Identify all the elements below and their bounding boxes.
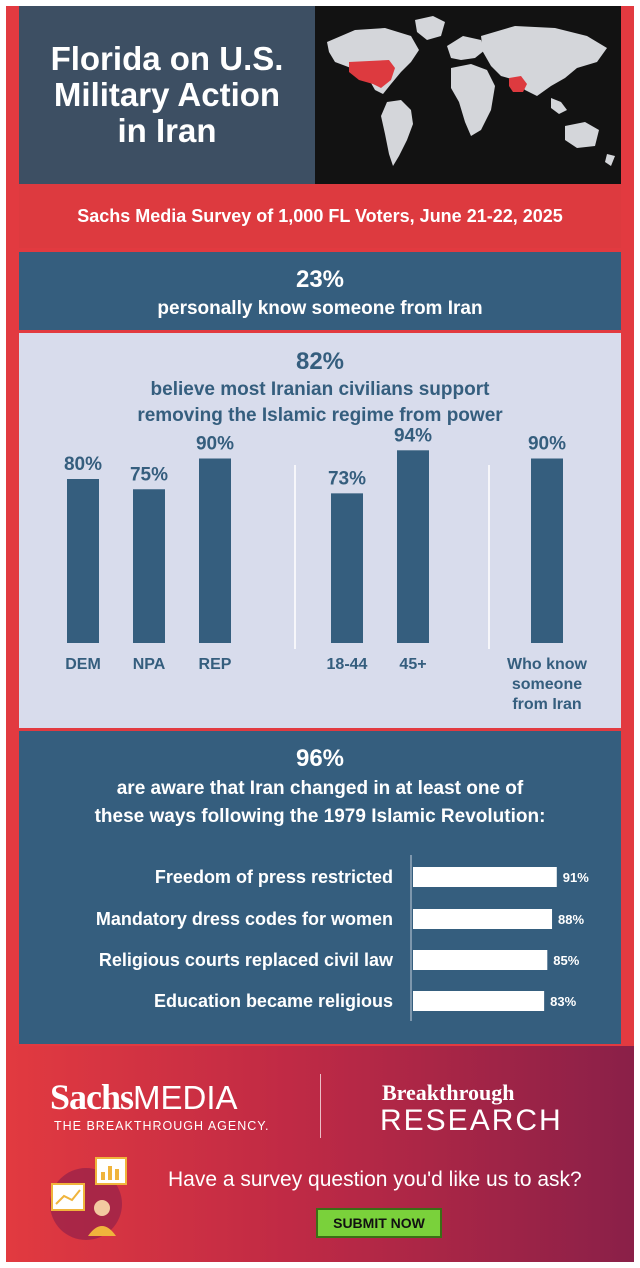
column-value-label: 80% xyxy=(64,454,102,475)
submit-now-button[interactable]: SUBMIT NOW xyxy=(316,1208,442,1238)
stat2-value: 82% xyxy=(295,348,345,375)
content-area: Florida on U.S. Military Action in Iran xyxy=(19,6,621,1046)
column-category-label: 45+ xyxy=(399,656,426,673)
column-value-label: 73% xyxy=(328,468,366,489)
column-bar xyxy=(199,458,231,643)
h-bar-category-label: Education became religious xyxy=(154,991,393,1011)
h-bar-category-label: Mandatory dress codes for women xyxy=(96,909,393,929)
partner-line1: Breakthrough xyxy=(382,1080,515,1105)
stat3-value: 96% xyxy=(295,745,345,772)
column-bar xyxy=(397,450,429,643)
column-bar xyxy=(133,489,165,643)
h-bar-value-label: 88% xyxy=(558,912,584,927)
h-bar-value-label: 83% xyxy=(550,994,576,1009)
column-category-label: DEM xyxy=(65,656,101,673)
column-category-label: someone xyxy=(512,676,582,693)
stat3-text-line2: these ways following the 1979 Islamic Re… xyxy=(94,806,546,827)
sachs-media-logo: SachsMEDIA xyxy=(50,1076,238,1118)
h-bar xyxy=(413,909,553,929)
world-map-icon xyxy=(315,6,621,184)
stat2-text-line2: removing the Islamic regime from power xyxy=(137,405,503,426)
column-value-label: 90% xyxy=(528,434,566,455)
partner-line2: RESEARCH xyxy=(380,1104,563,1137)
column-bar xyxy=(331,493,363,643)
h-bar xyxy=(413,991,545,1011)
survey-illustration-icon xyxy=(46,1154,136,1246)
column-value-label: 75% xyxy=(130,464,168,485)
h-bar xyxy=(413,867,557,887)
survey-text: Sachs Media Survey of 1,000 FL Voters, J… xyxy=(77,205,563,226)
hero-title: Florida on U.S. Military Action in Iran xyxy=(50,40,284,149)
column-value-label: 94% xyxy=(394,425,432,446)
column-category-label: Who know xyxy=(507,656,588,673)
survey-cta-text: Have a survey question you'd like us to … xyxy=(168,1168,582,1191)
stat2-text-line1: believe most Iranian civilians support xyxy=(150,379,490,400)
column-bar xyxy=(67,479,99,643)
column-category-label: 18-44 xyxy=(327,656,368,673)
stat-section-3: 96% are aware that Iran changed in at le… xyxy=(19,731,621,1044)
stat1-text: personally know someone from Iran xyxy=(157,298,483,319)
brand-b: MEDIA xyxy=(133,1079,238,1116)
brand-a: Sachs xyxy=(50,1077,134,1117)
column-bar xyxy=(531,458,563,643)
column-category-label: NPA xyxy=(133,656,166,673)
h-bar-category-label: Freedom of press restricted xyxy=(155,867,393,887)
stat-section-2: 82% believe most Iranian civilians suppo… xyxy=(19,333,621,728)
column-value-label: 90% xyxy=(196,434,234,455)
horizontal-bar-chart: Freedom of press restricted 91% Mandatory … xyxy=(96,855,589,1021)
h-bar-category-label: Religious courts replaced civil law xyxy=(99,950,394,970)
footer: SachsMEDIA THE BREAKTHROUGH AGENCY. Brea… xyxy=(6,1046,634,1262)
hero: Florida on U.S. Military Action in Iran xyxy=(19,6,621,184)
stat-section-1: 23% personally know someone from Iran xyxy=(19,252,621,330)
stat1-value: 23% xyxy=(295,266,345,293)
h-bar-value-label: 91% xyxy=(563,870,589,885)
h-bar-value-label: 85% xyxy=(553,953,579,968)
stat3-text-line1: are aware that Iran changed in at least … xyxy=(116,778,524,799)
column-category-label: REP xyxy=(199,656,232,673)
tagline: THE BREAKTHROUGH AGENCY. xyxy=(54,1119,270,1133)
infographic: Florida on U.S. Military Action in Iran xyxy=(6,6,634,1262)
column-category-label: from Iran xyxy=(512,696,581,713)
hero-title-panel: Florida on U.S. Military Action in Iran xyxy=(19,6,315,184)
logo-divider xyxy=(320,1074,321,1138)
column-chart: 80% DEM 75% NPA 90% REP 73% 18-44 94% 45+ 90% Who k… xyxy=(64,425,588,713)
h-bar xyxy=(413,950,548,970)
survey-banner: Sachs Media Survey of 1,000 FL Voters, J… xyxy=(19,184,621,248)
